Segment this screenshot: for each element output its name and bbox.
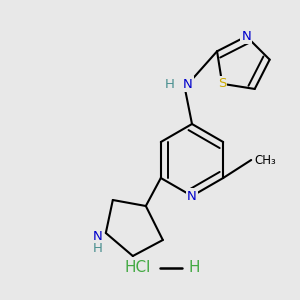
Text: HCl: HCl [125, 260, 151, 275]
Text: H: H [188, 260, 200, 275]
Text: CH₃: CH₃ [254, 154, 276, 166]
Text: N: N [183, 77, 193, 91]
Text: N: N [93, 230, 103, 244]
Text: H: H [165, 77, 175, 91]
Text: S: S [218, 77, 226, 90]
Text: H: H [93, 242, 103, 256]
Text: N: N [242, 30, 251, 43]
Text: N: N [187, 190, 197, 202]
